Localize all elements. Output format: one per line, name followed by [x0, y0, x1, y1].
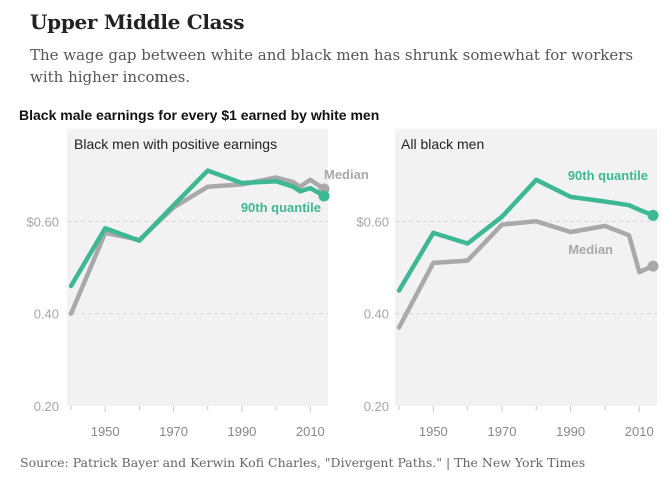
chart-title: Upper Middle Class: [30, 10, 245, 34]
x-tick-label: 1970: [159, 424, 188, 439]
x-tick-label: 1990: [227, 424, 256, 439]
x-tick-label: 1950: [91, 424, 120, 439]
y-tick-label: $0.60: [356, 214, 389, 229]
series-line-median: [396, 219, 656, 330]
y-tick-label: 0.40: [364, 307, 389, 322]
series-endpoint-90th-quantile: [318, 190, 330, 202]
panel-title-1: Black men with positive earnings: [74, 136, 277, 152]
x-tick-label: 1950: [419, 424, 448, 439]
series-label-90th-quantile: 90th quantile: [241, 200, 321, 215]
series-label-90th-quantile: 90th quantile: [568, 168, 648, 183]
y-tick-label: 0.20: [34, 399, 59, 414]
plot-area-1: [67, 129, 328, 406]
plot-area-2: [395, 129, 657, 406]
series-line-90th-quantile: [396, 177, 656, 293]
panel-title-2: All black men: [401, 136, 484, 152]
series-endpoint-90th-quantile: [647, 209, 659, 221]
x-tick-label: 2010: [625, 424, 654, 439]
y-tick-label: $0.60: [26, 214, 59, 229]
series-line-90th-quantile: [68, 168, 327, 289]
series-label-median: Median: [324, 167, 369, 182]
series-endpoint-median: [647, 260, 659, 272]
panel-heading: Black male earnings for every $1 earned …: [19, 107, 380, 123]
y-tick-label: 0.20: [364, 399, 389, 414]
x-tick-label: 2010: [296, 424, 325, 439]
series-label-median: Median: [568, 242, 613, 257]
x-tick-label: 1990: [556, 424, 585, 439]
chart-subtitle: The wage gap between white and black men…: [30, 46, 634, 86]
y-tick-label: 0.40: [34, 307, 59, 322]
x-tick-label: 1970: [488, 424, 517, 439]
source-note: Source: Patrick Bayer and Kerwin Kofi Ch…: [20, 455, 586, 470]
